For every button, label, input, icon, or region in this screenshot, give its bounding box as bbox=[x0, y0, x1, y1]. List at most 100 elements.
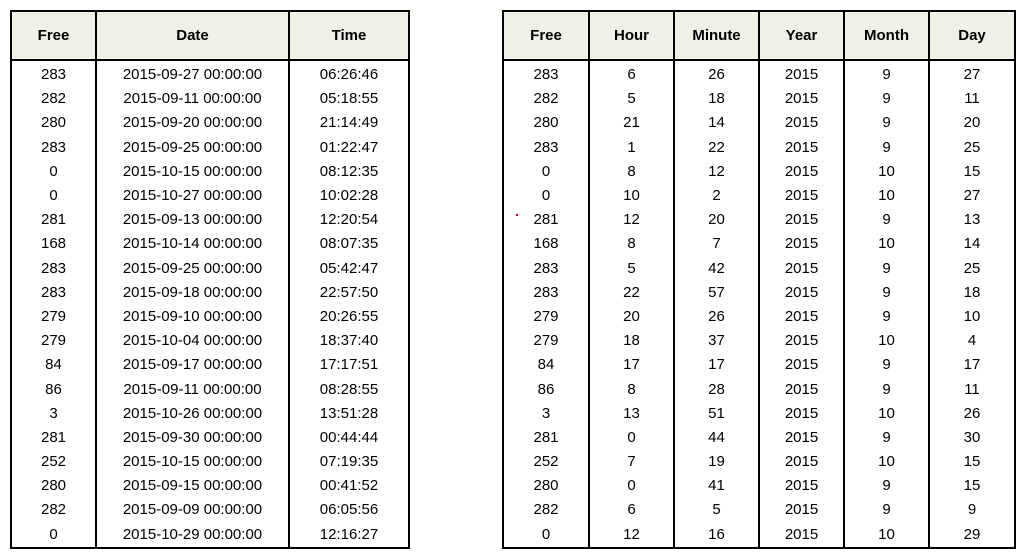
table-cell: 10 bbox=[843, 183, 930, 209]
column-header-date: Date bbox=[95, 10, 290, 61]
table-cell: 2015-09-15 00:00:00 bbox=[95, 474, 290, 499]
table-cell: 0 bbox=[10, 183, 97, 209]
table-cell: 42 bbox=[673, 256, 760, 281]
table-cell: 8 bbox=[588, 377, 675, 402]
table-cell: 17 bbox=[928, 353, 1016, 378]
table-cell: 07:19:35 bbox=[288, 450, 410, 475]
table-cell: 44 bbox=[673, 425, 760, 450]
table-row: 280 2015-09-20 00:00:00 21:14:49 bbox=[10, 111, 410, 136]
table-cell: 2015-09-20 00:00:00 bbox=[95, 111, 290, 136]
table-cell: 22 bbox=[588, 280, 675, 305]
table-cell: 20:26:55 bbox=[288, 304, 410, 330]
table-cell: 282 bbox=[10, 87, 97, 112]
table-cell: 281 bbox=[502, 425, 590, 450]
table-cell: 05:42:47 bbox=[288, 256, 410, 281]
table-cell: 2015-09-18 00:00:00 bbox=[95, 280, 290, 305]
left-table-body: 283 2015-09-27 00:00:00 06:26:46 282 2015-09… bbox=[10, 60, 410, 549]
table-row: 0 10 2 2015 10 27 bbox=[502, 183, 1016, 209]
table-cell: 26 bbox=[928, 401, 1016, 426]
table-cell: 0 bbox=[502, 159, 590, 184]
table-cell: 2015 bbox=[758, 474, 845, 499]
table-row: 279 2015-10-04 00:00:00 18:37:40 bbox=[10, 329, 410, 354]
table-cell: 283 bbox=[10, 60, 97, 88]
table-row: 283 2015-09-18 00:00:00 22:57:50 bbox=[10, 280, 410, 305]
table-cell: 282 bbox=[502, 498, 590, 523]
table-cell: 7 bbox=[588, 450, 675, 475]
column-header-free: Free bbox=[502, 10, 590, 61]
table-cell: 8 bbox=[588, 159, 675, 184]
table-cell: 280 bbox=[502, 474, 590, 499]
table-cell: 2015 bbox=[758, 401, 845, 426]
table-cell: 86 bbox=[502, 377, 590, 402]
table-cell: 12:20:54 bbox=[288, 208, 410, 233]
left-data-table: Free Date Time 283 2015-09-27 00:00:00 06:… bbox=[10, 10, 410, 549]
table-cell: 2015 bbox=[758, 111, 845, 136]
table-cell: 10 bbox=[843, 522, 930, 549]
table-row: 0 8 12 2015 10 15 bbox=[502, 159, 1016, 184]
table-cell: 08:07:35 bbox=[288, 232, 410, 257]
table-cell: 10 bbox=[843, 450, 930, 475]
table-row: 0 2015-10-29 00:00:00 12:16:27 bbox=[10, 522, 410, 549]
table-cell: 21 bbox=[588, 111, 675, 136]
table-cell: 20 bbox=[588, 304, 675, 330]
table-cell: 9 bbox=[843, 304, 930, 330]
table-cell: 5 bbox=[673, 498, 760, 523]
table-cell: 20 bbox=[928, 111, 1016, 136]
table-cell: 21:14:49 bbox=[288, 111, 410, 136]
table-cell: 279 bbox=[502, 304, 590, 330]
table-row: 280 21 14 2015 9 20 bbox=[502, 111, 1016, 136]
table-row: 84 17 17 2015 9 17 bbox=[502, 353, 1016, 378]
table-cell: 01:22:47 bbox=[288, 135, 410, 160]
table-cell: 12 bbox=[588, 522, 675, 549]
table-row: 168 8 7 2015 10 14 bbox=[502, 232, 1016, 257]
table-cell: 0 bbox=[588, 425, 675, 450]
table-cell: 17 bbox=[673, 353, 760, 378]
column-header-time: Time bbox=[288, 10, 410, 61]
table-cell: 7 bbox=[673, 232, 760, 257]
table-row: 283 2015-09-27 00:00:00 06:26:46 bbox=[10, 60, 410, 88]
table-cell: 8 bbox=[588, 232, 675, 257]
table-cell: 16 bbox=[673, 522, 760, 549]
table-cell: 10 bbox=[843, 401, 930, 426]
table-cell: 08:28:55 bbox=[288, 377, 410, 402]
table-cell: 5 bbox=[588, 256, 675, 281]
table-row: 283 1 22 2015 9 25 bbox=[502, 135, 1016, 160]
column-header-year: Year bbox=[758, 10, 845, 61]
table-cell: 168 bbox=[502, 232, 590, 257]
column-header-hour: Hour bbox=[588, 10, 675, 61]
table-cell: 06:26:46 bbox=[288, 60, 410, 88]
table-cell: 0 bbox=[502, 183, 590, 209]
table-cell: 10 bbox=[928, 304, 1016, 330]
table-row: 281 12 20 2015 9 13 bbox=[502, 208, 1016, 233]
table-cell: 2015-10-15 00:00:00 bbox=[95, 450, 290, 475]
column-header-month: Month bbox=[843, 10, 930, 61]
table-cell: 2 bbox=[673, 183, 760, 209]
table-row: 86 8 28 2015 9 11 bbox=[502, 377, 1016, 402]
column-header-minute: Minute bbox=[673, 10, 760, 61]
table-row: 280 2015-09-15 00:00:00 00:41:52 bbox=[10, 474, 410, 499]
table-cell: 4 bbox=[928, 329, 1016, 354]
table-row: 282 6 5 2015 9 9 bbox=[502, 498, 1016, 523]
table-cell: 15 bbox=[928, 474, 1016, 499]
table-cell: 2015-09-09 00:00:00 bbox=[95, 498, 290, 523]
table-cell: 280 bbox=[10, 474, 97, 499]
table-cell: 10 bbox=[843, 159, 930, 184]
table-cell: 22 bbox=[673, 135, 760, 160]
header-row: Free Date Time bbox=[10, 10, 410, 61]
table-cell: 26 bbox=[673, 304, 760, 330]
table-cell: 84 bbox=[10, 353, 97, 378]
table-cell: 283 bbox=[10, 135, 97, 160]
table-row: 168 2015-10-14 00:00:00 08:07:35 bbox=[10, 232, 410, 257]
table-cell: 2015 bbox=[758, 377, 845, 402]
table-cell: 14 bbox=[928, 232, 1016, 257]
table-row: 281 2015-09-13 00:00:00 12:20:54 bbox=[10, 208, 410, 233]
table-cell: 20 bbox=[673, 208, 760, 233]
table-row: 280 0 41 2015 9 15 bbox=[502, 474, 1016, 499]
table-cell: 9 bbox=[928, 498, 1016, 523]
table-cell: 2015 bbox=[758, 304, 845, 330]
table-row: 0 12 16 2015 10 29 bbox=[502, 522, 1016, 549]
table-cell: 3 bbox=[10, 401, 97, 426]
table-cell: 18 bbox=[673, 87, 760, 112]
table-row: 279 2015-09-10 00:00:00 20:26:55 bbox=[10, 304, 410, 330]
table-cell: 2015-10-27 00:00:00 bbox=[95, 183, 290, 209]
